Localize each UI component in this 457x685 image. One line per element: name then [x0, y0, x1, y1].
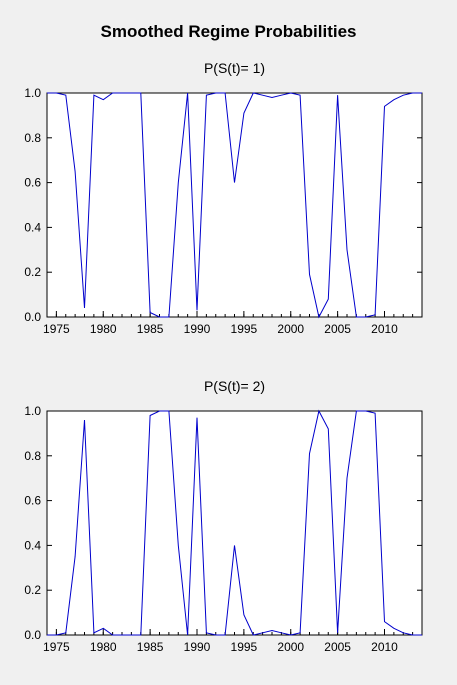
y-tick-label-1: 0.8 [24, 131, 41, 145]
plot-area-1 [46, 92, 423, 318]
x-tick-label-1: 2005 [324, 322, 351, 336]
x-tick-label-1: 1975 [43, 322, 70, 336]
y-tick-label-2: 0.2 [24, 583, 41, 597]
y-tick-label-1: 1.0 [24, 86, 41, 100]
plot-area-2 [46, 410, 423, 636]
x-tick-label-2: 1975 [43, 640, 70, 654]
x-tick-label-1: 1990 [184, 322, 211, 336]
plot-title-2: P(S(t)= 2) [204, 378, 265, 394]
y-tick-label-1: 0.2 [24, 265, 41, 279]
y-tick-label-2: 0.6 [24, 494, 41, 508]
y-tick-label-1: 0.4 [24, 220, 41, 234]
x-tick-label-2: 2000 [277, 640, 304, 654]
figure-title: Smoothed Regime Probabilities [100, 22, 357, 41]
x-tick-label-2: 2005 [324, 640, 351, 654]
y-tick-label-1: 0.6 [24, 176, 41, 190]
x-tick-label-1: 1995 [231, 322, 258, 336]
x-tick-label-1: 2000 [277, 322, 304, 336]
y-tick-label-2: 0.0 [24, 628, 41, 642]
x-tick-label-2: 1980 [90, 640, 117, 654]
x-tick-label-2: 2010 [371, 640, 398, 654]
y-tick-label-2: 0.4 [24, 538, 41, 552]
x-tick-label-1: 1985 [137, 322, 164, 336]
x-tick-label-2: 1990 [184, 640, 211, 654]
x-tick-label-2: 1995 [231, 640, 258, 654]
x-tick-label-2: 1985 [137, 640, 164, 654]
x-tick-label-1: 2010 [371, 322, 398, 336]
series-line-1-1 [47, 92, 422, 319]
y-tick-label-1: 0.0 [24, 310, 41, 324]
plot-title-1: P(S(t)= 1) [204, 60, 265, 76]
x-tick-label-1: 1980 [90, 322, 117, 336]
y-tick-label-2: 1.0 [24, 404, 41, 418]
y-tick-label-2: 0.8 [24, 449, 41, 463]
series-line-2-1 [47, 409, 422, 636]
